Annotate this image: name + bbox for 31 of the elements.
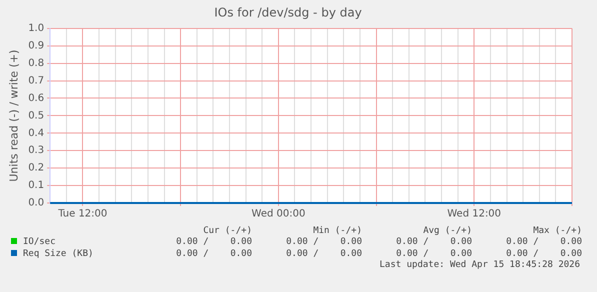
y-tick-label: 0.2	[28, 162, 44, 174]
chart-title: IOs for /dev/sdg - by day	[214, 5, 362, 20]
text: Min (-/+)	[312, 226, 362, 236]
y-tick-label: 0.4	[28, 128, 44, 139]
y-tick-label: 0.7	[28, 75, 44, 86]
text: Cur (-/+)	[202, 226, 252, 236]
y-tick-label: 0.9	[28, 40, 44, 52]
x-tick-label: Wed 00:00	[252, 208, 306, 220]
legend-label: IO/sec	[23, 237, 56, 247]
text: 0.00 / 0.00	[505, 248, 582, 260]
text: Max (-/+)	[532, 226, 582, 236]
y-tick-label: 0.0	[28, 198, 44, 209]
text: 0.00 / 0.00	[505, 236, 582, 248]
y-tick-label: 0.6	[28, 92, 44, 104]
text: 0.00 / 0.00	[285, 248, 362, 260]
y-tick-label: 0.8	[28, 58, 44, 69]
x-tick-label: Tue 12:00	[57, 208, 108, 220]
legend-label: Req Size (KB)	[23, 249, 94, 259]
text: 0.00 / 0.00	[175, 248, 252, 260]
y-tick-label: 0.5	[28, 110, 44, 122]
x-tick-label: Wed 12:00	[447, 208, 502, 220]
text: Avg (-/+)	[422, 226, 472, 236]
y-tick-label: 0.3	[28, 145, 44, 156]
text: Last update: Wed Apr 15 18:45:28 2026	[378, 260, 580, 270]
text: 0.00 / 0.00	[395, 248, 472, 260]
y-axis-title: Units read (-) / write (+)	[7, 50, 20, 182]
text: 0.00 / 0.00	[285, 236, 362, 248]
text: 0.00 / 0.00	[395, 236, 472, 248]
text: 0.00 / 0.00	[175, 236, 252, 248]
y-tick-label: 0.1	[28, 180, 44, 192]
y-tick-label: 1.0	[28, 22, 44, 34]
